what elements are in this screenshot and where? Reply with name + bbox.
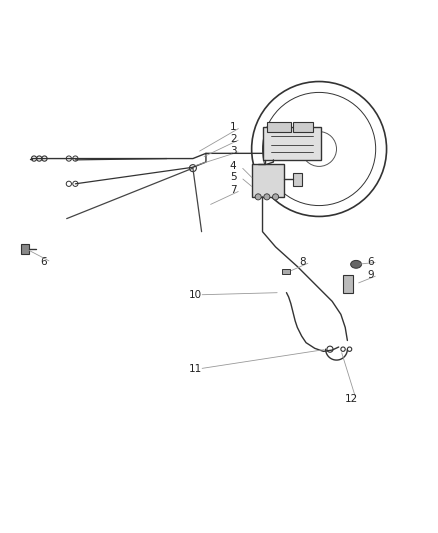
Text: 6: 6 [41, 257, 47, 267]
Text: 1: 1 [230, 122, 237, 132]
Circle shape [255, 194, 261, 200]
Text: 10: 10 [188, 290, 201, 300]
FancyBboxPatch shape [21, 244, 29, 254]
Text: 4: 4 [230, 161, 237, 172]
FancyBboxPatch shape [262, 127, 321, 160]
Circle shape [272, 194, 279, 200]
FancyBboxPatch shape [282, 269, 290, 274]
FancyBboxPatch shape [267, 122, 291, 132]
FancyBboxPatch shape [293, 122, 313, 132]
FancyBboxPatch shape [293, 173, 302, 186]
Text: 6: 6 [367, 257, 374, 267]
Text: 8: 8 [300, 257, 306, 267]
Text: 7: 7 [230, 185, 237, 195]
Text: 3: 3 [230, 146, 237, 156]
Text: 5: 5 [230, 172, 237, 182]
Text: 12: 12 [345, 394, 358, 404]
Text: 9: 9 [367, 270, 374, 280]
Text: 2: 2 [230, 134, 237, 144]
FancyBboxPatch shape [252, 164, 284, 197]
Circle shape [264, 194, 270, 200]
FancyBboxPatch shape [343, 275, 353, 293]
Text: 11: 11 [188, 364, 202, 374]
Ellipse shape [351, 261, 361, 268]
